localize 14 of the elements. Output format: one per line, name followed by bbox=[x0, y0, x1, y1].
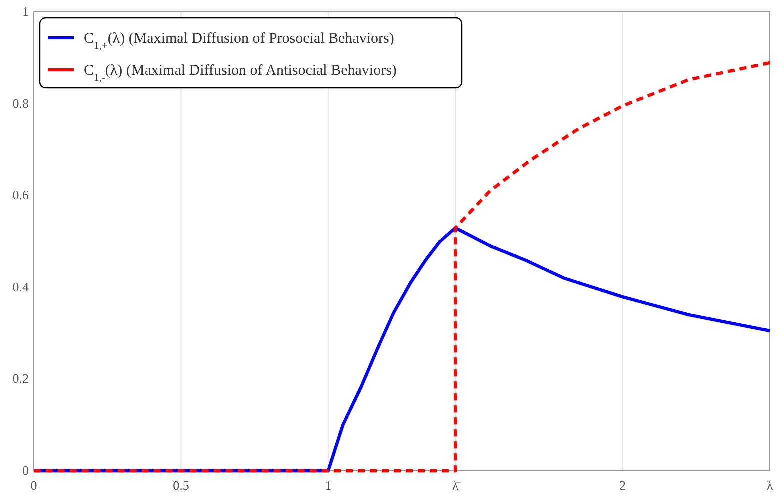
x-tick-label: λ bbox=[766, 478, 774, 493]
x-tick-label: 0.5 bbox=[173, 478, 190, 493]
legend-label: C$_{1,-}$(λ) (Maximal Diffusion of Antisocial Behaviors) bbox=[84, 63, 397, 84]
x-tick-label: 1 bbox=[325, 478, 332, 493]
y-tick-label: 1 bbox=[22, 4, 29, 19]
x-tick-label: λ̄ bbox=[452, 478, 461, 493]
y-tick-label: 0 bbox=[22, 463, 29, 478]
y-tick-label: 0.4 bbox=[12, 279, 30, 294]
x-tick-label: 2 bbox=[620, 478, 626, 493]
legend-label: C$_{1,+}$(λ) (Maximal Diffusion of Prosocial Behaviors) bbox=[84, 31, 394, 52]
y-tick-label: 0.8 bbox=[12, 96, 29, 111]
y-tick-label: 0.6 bbox=[12, 188, 30, 203]
line-series bbox=[32, 61, 772, 473]
y-tick-label: 0.2 bbox=[12, 371, 29, 386]
